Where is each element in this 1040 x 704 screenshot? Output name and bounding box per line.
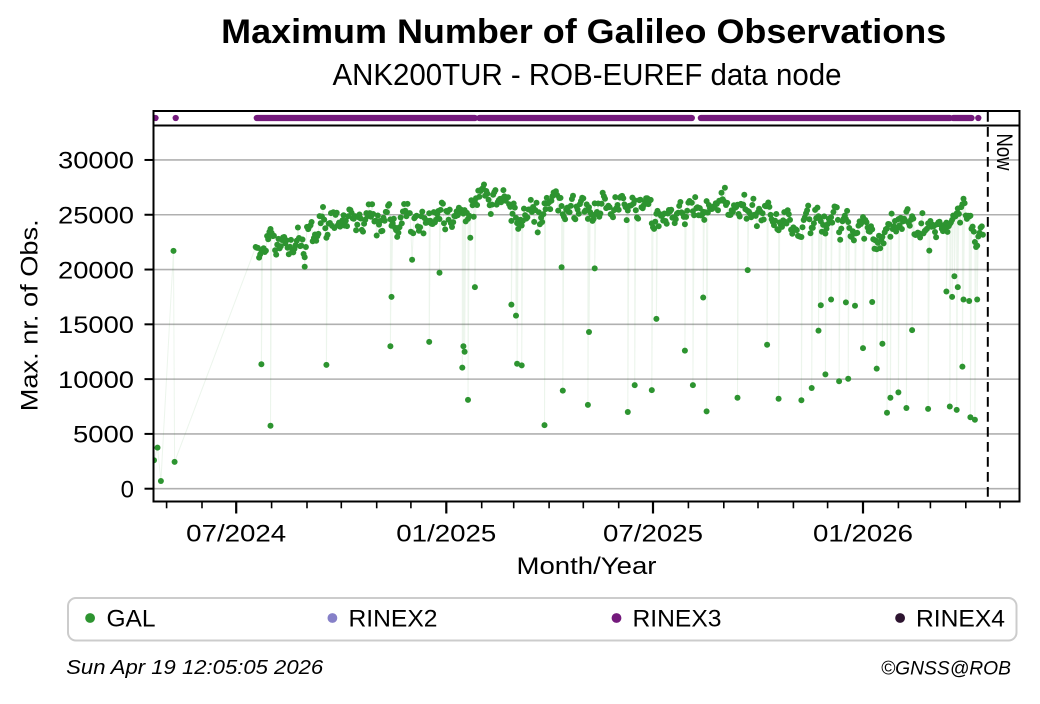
svg-text:Sun Apr 19 12:05:05 2026: Sun Apr 19 12:05:05 2026 (66, 657, 324, 679)
svg-text:07/2025: 07/2025 (603, 521, 703, 548)
svg-text:01/2026: 01/2026 (813, 521, 913, 548)
svg-text:RINEX4: RINEX4 (916, 605, 1005, 632)
svg-text:0: 0 (121, 476, 134, 503)
svg-text:RINEX3: RINEX3 (633, 605, 722, 632)
svg-text:Now: Now (992, 134, 1017, 172)
svg-text:Maximum Number of Galileo Obse: Maximum Number of Galileo Observations (221, 13, 946, 51)
svg-text:20000: 20000 (58, 257, 134, 284)
svg-text:©GNSS@ROB: ©GNSS@ROB (881, 659, 1011, 680)
svg-text:Max. nr. of Obs.: Max. nr. of Obs. (17, 219, 44, 411)
svg-text:RINEX2: RINEX2 (349, 605, 438, 632)
svg-text:ANK200TUR - ROB-EUREF data nod: ANK200TUR - ROB-EUREF data node (333, 57, 842, 92)
svg-text:Month/Year: Month/Year (517, 553, 657, 580)
svg-text:25000: 25000 (58, 203, 134, 230)
svg-text:01/2025: 01/2025 (396, 521, 496, 548)
svg-text:10000: 10000 (58, 367, 134, 394)
svg-text:07/2024: 07/2024 (186, 521, 286, 548)
svg-text:30000: 30000 (58, 148, 134, 175)
svg-text:5000: 5000 (73, 422, 134, 449)
svg-text:GAL: GAL (107, 605, 156, 632)
svg-text:15000: 15000 (58, 312, 134, 339)
